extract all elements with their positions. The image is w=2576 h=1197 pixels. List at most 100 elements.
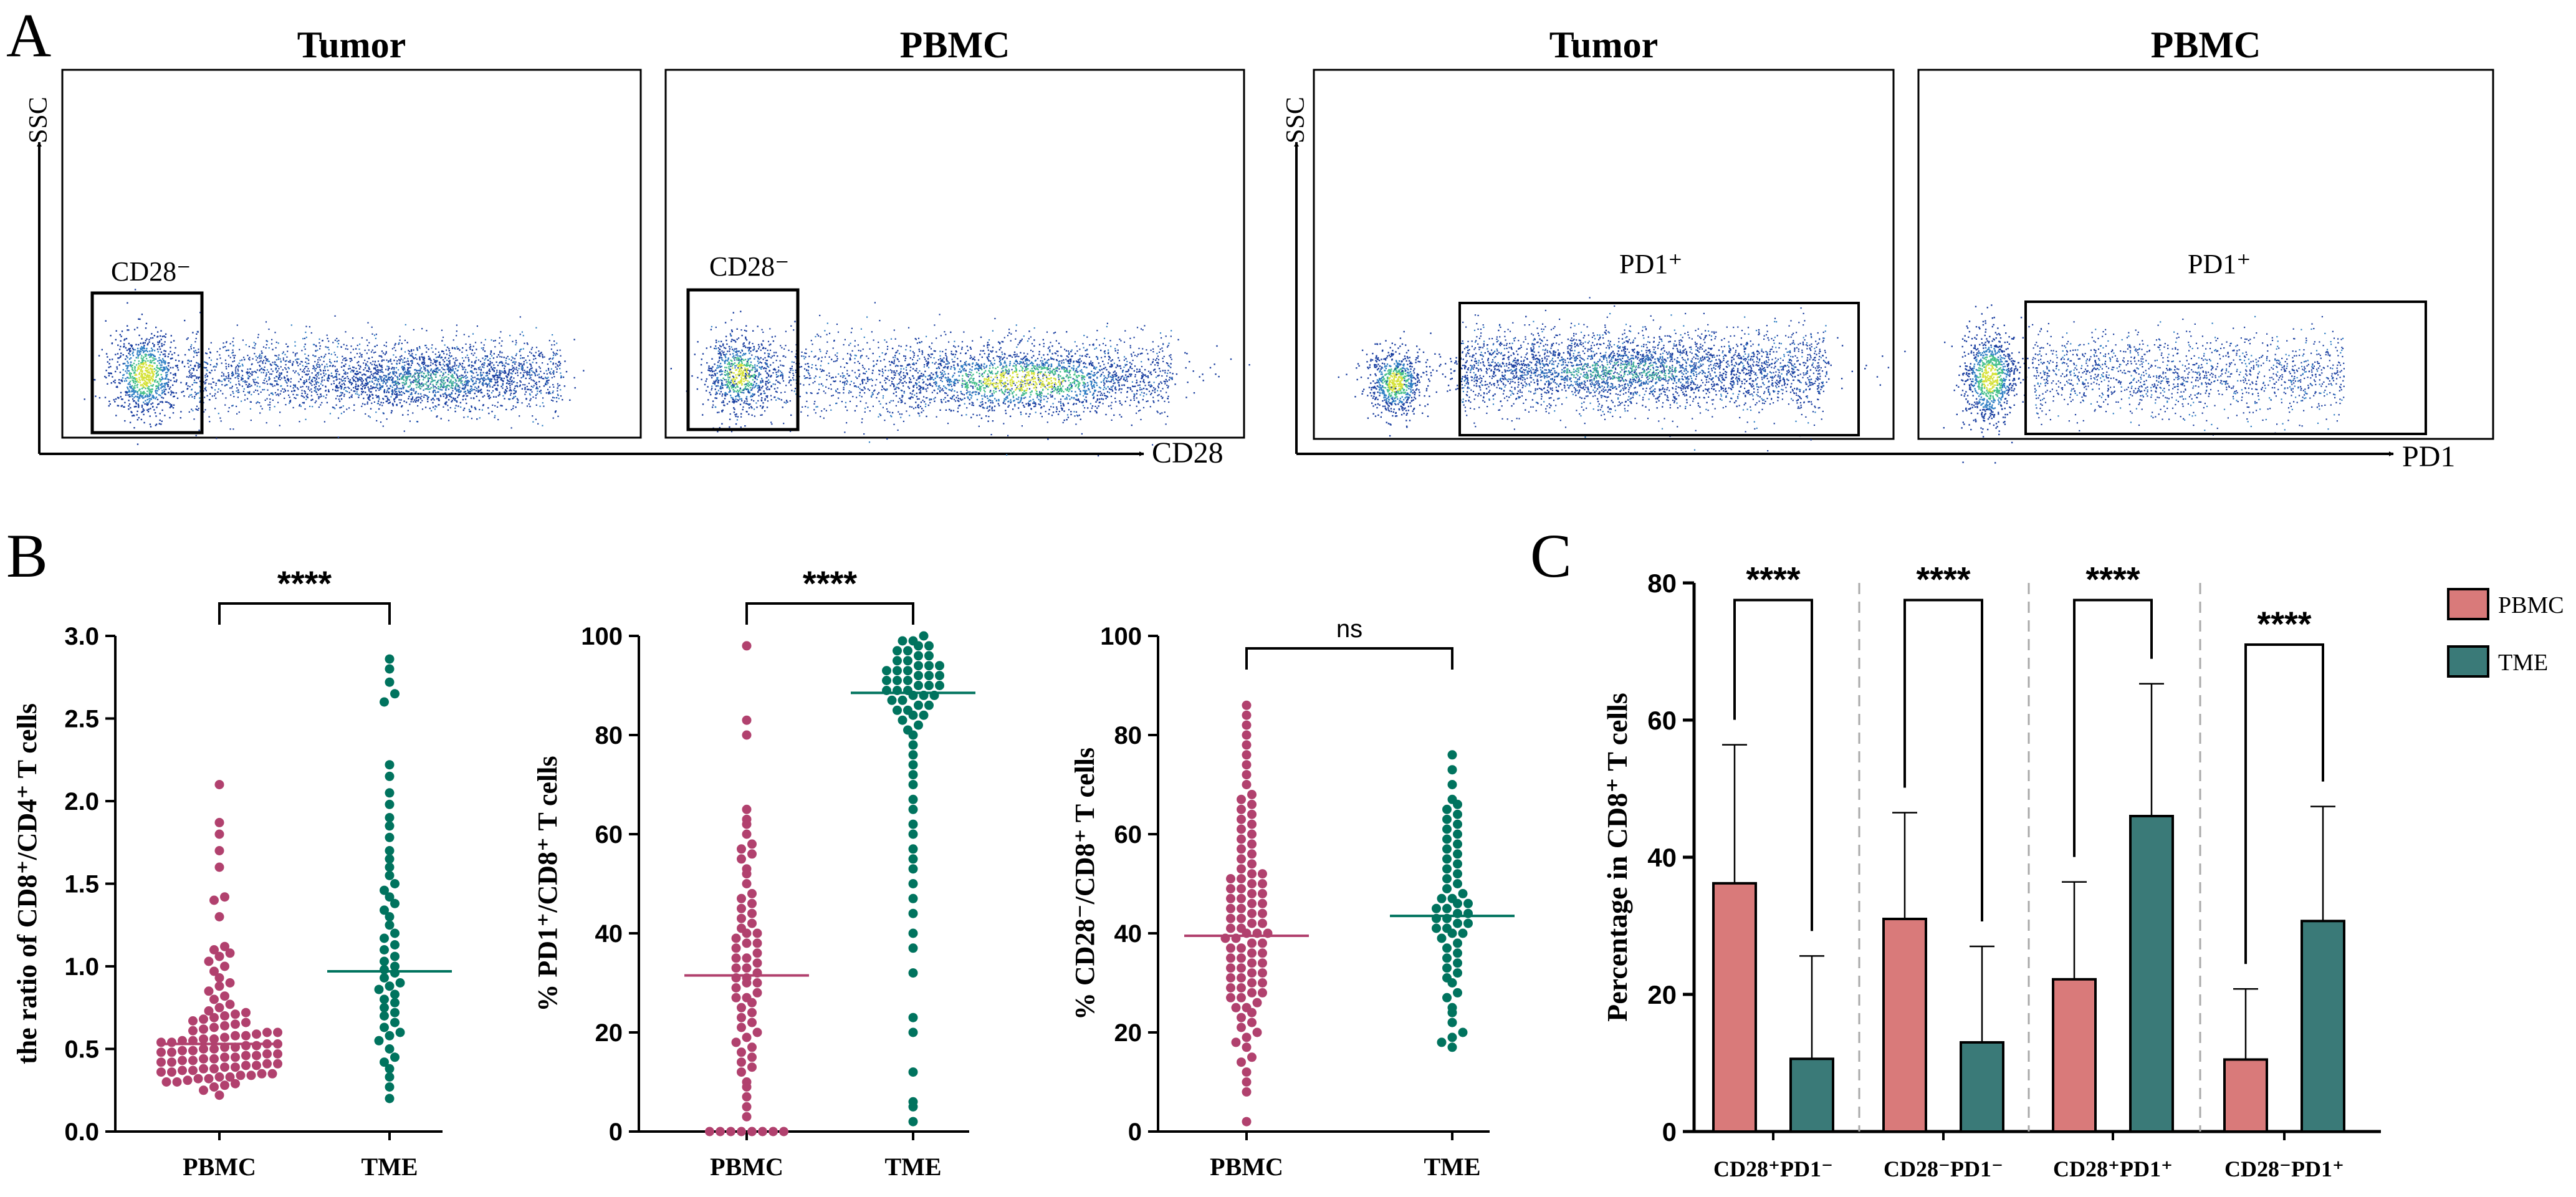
flow-event-dot [203,390,204,392]
flow-event-dot [712,400,714,402]
flow-event-dot [529,389,532,391]
flow-event-dot [136,352,138,353]
flow-event-dot [380,371,382,373]
flow-event-dot [343,373,345,375]
flow-event-dot [745,364,747,367]
flow-event-dot [342,405,344,407]
flow-event-dot [310,388,312,390]
flow-event-dot [459,375,461,377]
flow-event-dot [172,412,175,414]
flow-event-dot [307,397,309,398]
flow-event-dot [409,389,411,391]
flow-event-dot [348,397,351,399]
flow-event-dot [522,369,524,372]
flow-event-dot [482,380,484,382]
flow-event-dot [487,393,489,395]
flow-event-dot [119,372,122,373]
flow-event-dot [360,393,363,395]
flow-event-dot [251,373,253,375]
flow-event-dot [728,391,730,393]
flow-event-dot [525,391,527,393]
flow-event-dot [403,400,405,402]
flow-event-dot [146,396,148,398]
flow-event-dot [739,403,742,405]
flow-event-dot [290,385,292,387]
flow-event-dot [145,367,148,369]
flow-event-dot [348,407,350,409]
flow-event-dot [318,388,321,390]
flow-event-dot [299,363,301,365]
flow-event-dot [237,389,239,392]
flow-event-dot [140,342,141,344]
flow-event-dot [152,395,154,397]
flow-event-dot [488,382,490,384]
flow-event-dot [122,398,123,400]
flow-event-dot [305,418,307,420]
flow-event-dot [406,377,408,380]
flow-event-dot [499,370,501,372]
flow-event-dot [521,365,524,367]
flow-event-dot [543,405,545,407]
flow-event-dot [739,373,741,376]
flow-event-dot [260,391,262,393]
flow-event-dot [272,393,274,395]
flow-event-dot [535,352,537,353]
flow-event-dot [433,373,435,375]
flow-event-dot [297,365,299,367]
flow-event-dot [196,333,198,335]
flow-event-dot [738,337,740,339]
flow-event-dot [477,359,480,361]
flow-event-dot [391,390,393,392]
flow-event-dot [436,367,438,369]
flow-event-dot [279,374,281,377]
flow-event-dot [317,359,319,361]
flow-event-dot [727,382,729,384]
flow-event-dot [371,349,373,351]
flow-event-dot [720,354,722,357]
flow-event-dot [454,378,457,380]
flow-event-dot [110,335,112,337]
flow-event-dot [419,346,421,348]
flow-event-dot [262,362,264,364]
flow-event-dot [194,396,196,398]
flow-event-dot [190,346,192,348]
flow-event-dot [147,371,150,373]
flow-event-dot [241,363,243,365]
flow-event-dot [427,400,429,403]
flow-event-dot [546,380,548,382]
flow-event-dot [197,409,199,411]
flow-event-dot [423,396,425,398]
flow-event-dot [719,366,721,368]
flow-event-dot [272,349,274,350]
flow-event-dot [747,364,750,366]
flow-event-dot [437,382,439,383]
flow-event-dot [409,367,411,368]
flow-event-dot [127,391,129,393]
flow-event-dot [444,376,446,378]
flow-event-dot [749,384,750,387]
flow-event-dot [274,377,275,379]
flow-event-dot [271,364,272,366]
flow-event-dot [416,387,418,388]
flow-event-dot [266,369,268,371]
flow-event-dot [745,346,747,349]
flow-event-dot [356,353,358,355]
flow-event-dot [329,365,331,367]
flow-event-dot [418,393,419,395]
flow-event-dot [484,339,486,340]
flow-event-dot [514,390,515,392]
flow-event-dot [455,380,457,382]
flow-event-dot [406,390,408,392]
flow-event-dot [514,395,517,397]
flow-event-dot [276,376,278,378]
flow-event-dot [452,365,454,367]
flow-event-dot [472,365,474,367]
flow-event-dot [363,384,365,387]
flow-event-dot [859,388,861,390]
flow-event-dot [1024,370,1026,372]
flow-event-dot [415,383,417,386]
flow-event-dot [395,350,396,352]
flow-event-dot [487,378,489,380]
flow-event-dot [423,360,425,362]
flow-event-dot [436,368,438,370]
